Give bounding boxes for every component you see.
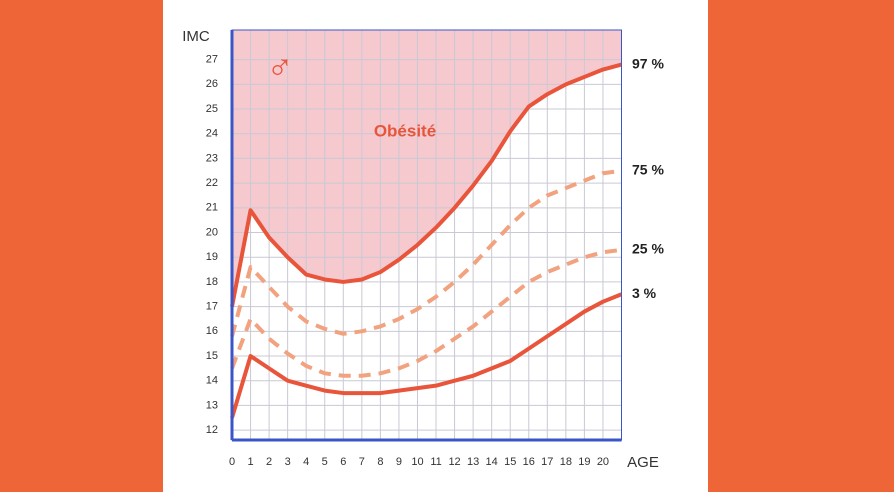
y-tick-label: 21 bbox=[206, 202, 218, 214]
x-tick-label: 17 bbox=[541, 456, 553, 468]
x-tick-label: 8 bbox=[377, 456, 383, 468]
zone-label: Obésité bbox=[374, 121, 436, 140]
x-tick-label: 5 bbox=[322, 456, 328, 468]
zone-area bbox=[232, 30, 622, 307]
series-line bbox=[230, 168, 622, 337]
series-label: 97 % bbox=[632, 55, 664, 71]
series-label: 3 % bbox=[632, 285, 657, 301]
y-tick-label: 17 bbox=[206, 301, 218, 313]
series-line bbox=[230, 62, 623, 308]
y-tick-label: 12 bbox=[206, 424, 218, 436]
y-tick-label: 19 bbox=[206, 251, 218, 263]
x-tick-label: 14 bbox=[486, 456, 498, 468]
x-tick-label: 19 bbox=[578, 456, 590, 468]
x-tick-label: 1 bbox=[247, 456, 253, 468]
x-axis-label: AGE bbox=[627, 454, 659, 471]
x-tick-label: 10 bbox=[411, 456, 423, 468]
x-tick-label: 7 bbox=[359, 456, 365, 468]
x-tick-label: 2 bbox=[266, 456, 272, 468]
y-axis-label: IMC bbox=[182, 28, 210, 45]
series-line bbox=[230, 292, 623, 419]
male-symbol: ♂ bbox=[267, 47, 294, 88]
y-tick-label: 20 bbox=[206, 226, 218, 238]
x-tick-label: 9 bbox=[396, 456, 402, 468]
x-tick-label: 12 bbox=[448, 456, 460, 468]
y-tick-label: 26 bbox=[206, 78, 218, 90]
side-panel bbox=[0, 0, 163, 492]
y-tick-label: 23 bbox=[206, 152, 218, 164]
x-tick-label: 20 bbox=[597, 456, 609, 468]
y-tick-label: 24 bbox=[206, 128, 218, 140]
series-label: 75 % bbox=[632, 161, 664, 177]
y-tick-label: 18 bbox=[206, 276, 218, 288]
y-tick-label: 16 bbox=[206, 325, 218, 337]
x-tick-label: 18 bbox=[560, 456, 572, 468]
series-label: 25 % bbox=[632, 241, 664, 257]
y-tick-label: 22 bbox=[206, 177, 218, 189]
y-tick-label: 14 bbox=[206, 375, 218, 387]
x-tick-label: 0 bbox=[229, 456, 235, 468]
y-tick-label: 13 bbox=[206, 399, 218, 411]
x-tick-label: 16 bbox=[523, 456, 535, 468]
x-tick-label: 15 bbox=[504, 456, 516, 468]
x-tick-label: 4 bbox=[303, 456, 309, 468]
side-panel bbox=[708, 0, 894, 492]
y-tick-label: 27 bbox=[206, 54, 218, 66]
y-tick-label: 25 bbox=[206, 103, 218, 115]
x-tick-label: 6 bbox=[340, 456, 346, 468]
x-tick-label: 13 bbox=[467, 456, 479, 468]
x-tick-label: 11 bbox=[430, 456, 441, 468]
x-tick-label: 3 bbox=[285, 456, 291, 468]
series-line bbox=[230, 247, 622, 378]
y-tick-label: 15 bbox=[206, 350, 218, 362]
